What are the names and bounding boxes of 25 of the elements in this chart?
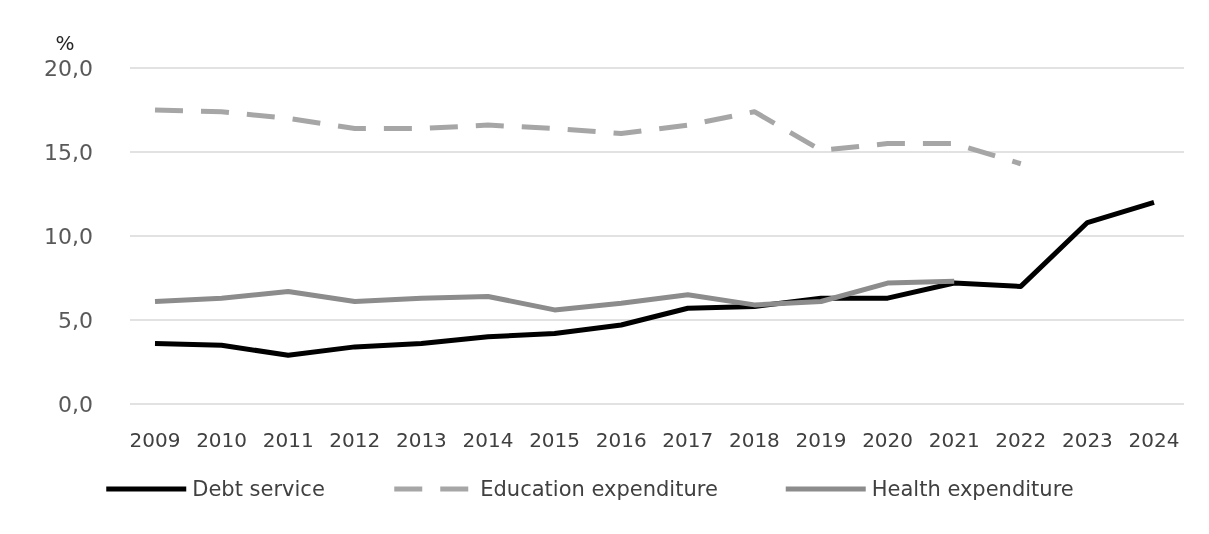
x-tick-label: 2010: [196, 428, 248, 452]
x-tick-label: 2024: [1128, 428, 1180, 452]
y-tick-label: 15,0: [44, 139, 93, 165]
x-tick-label: 2013: [395, 428, 447, 452]
x-tick-label: 2018: [728, 428, 780, 452]
y-tick-label: 0,0: [58, 391, 93, 417]
x-tick-label: 2014: [462, 428, 514, 452]
x-tick-label: 2019: [795, 428, 847, 452]
x-tick-label: 2016: [595, 428, 647, 452]
x-tick-label: 2022: [995, 428, 1047, 452]
y-tick-label: 10,0: [44, 223, 93, 249]
legend-label: Education expenditure: [480, 477, 718, 502]
legend-label: Health expenditure: [871, 477, 1074, 502]
legend-label: Debt service: [192, 477, 325, 502]
y-tick-label: 20,0: [44, 55, 93, 81]
x-tick-label: 2023: [1061, 428, 1113, 452]
x-tick-label: 2009: [129, 428, 181, 452]
x-tick-label: 2015: [529, 428, 581, 452]
y-axis-title: %: [55, 31, 75, 55]
y-tick-label: 5,0: [58, 307, 93, 333]
x-tick-label: 2017: [662, 428, 714, 452]
x-tick-label: 2012: [329, 428, 381, 452]
x-tick-label: 2011: [262, 428, 314, 452]
x-tick-label: 2020: [862, 428, 914, 452]
x-tick-label: 2021: [928, 428, 980, 452]
